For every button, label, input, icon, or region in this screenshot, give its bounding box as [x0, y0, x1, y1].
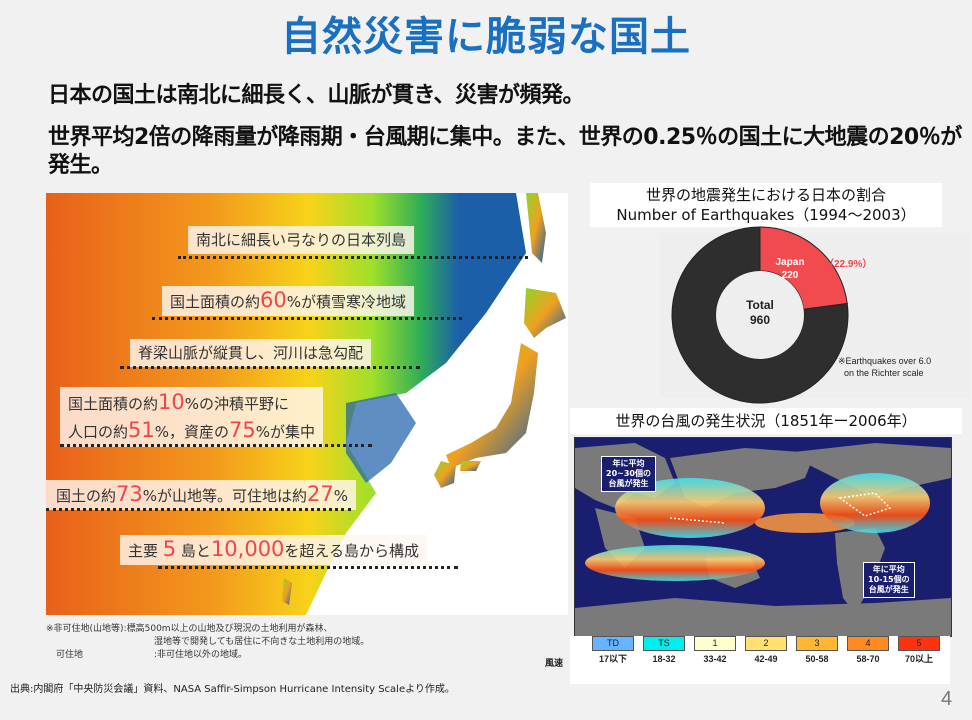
legend-swatch: 2: [745, 636, 787, 651]
footnote-term: ※非可住地(山地等): [46, 624, 124, 634]
total-label: Total 960: [730, 298, 790, 328]
legend-range: 33-42: [703, 654, 727, 664]
footnote-definition: :非可住地以外の地域。: [154, 650, 248, 660]
typhoon-map-graphic: [575, 443, 951, 636]
callout-text: %: [333, 487, 349, 505]
legend-swatch: 3: [796, 636, 838, 651]
callout-text: 国土面積の約: [170, 293, 261, 311]
wind-speed-label: 風速: [545, 659, 564, 669]
legend-swatch: 1: [694, 636, 736, 651]
leader-line: [152, 317, 462, 320]
callout-highlight: 27: [307, 482, 334, 506]
callout-line: 年に平均: [612, 459, 645, 468]
footnote-definition: 湿地等で開発しても居住に不向きな土地利用の地域。: [154, 637, 370, 647]
donut-hole: [716, 271, 804, 359]
callout-highlight: 51: [128, 418, 155, 442]
callout-snow-area: 国土面積の約60%が積雪寒冷地域: [162, 286, 415, 316]
callout-text: を超える島から構成: [284, 542, 419, 560]
japan-value: 220: [781, 270, 799, 281]
callout-highlight: 73: [116, 482, 143, 506]
footnote-term: 可住地: [56, 650, 84, 660]
legend-swatch: TD: [592, 636, 634, 651]
leader-line: [46, 508, 351, 511]
footnote-definition: :標高500m以上の山地及び現況の土地利用が森林、: [123, 624, 333, 634]
legend-item: TD 17以下: [592, 636, 634, 665]
leader-line: [120, 366, 420, 369]
japan-label: Japan: [775, 257, 805, 268]
callout-highlight: 10,000: [210, 537, 285, 561]
typhoon-intensity-legend: TD 17以下 TS 18-32 1 33-42 2 42-49 3 50-58 4 58-70 5 70…: [570, 636, 950, 684]
total-label-text: Total: [746, 298, 774, 312]
note-line: ※Earthquakes over 6.0: [838, 356, 932, 366]
legend-range: 70以上: [904, 654, 933, 664]
callout-text: 国土面積の約: [68, 395, 159, 413]
japan-slice-label: Japan 220: [760, 256, 820, 282]
lead-line-1: 日本の国土は南北に細長く、山脈が貫き、災害が頻発。: [48, 83, 584, 108]
leader-line: [158, 566, 458, 569]
page-number: 4: [941, 688, 953, 710]
callout-highlight: 75: [229, 418, 256, 442]
legend-item: 5 70以上: [898, 636, 940, 665]
callout-line: 10-15個の: [868, 575, 910, 584]
leader-line: [60, 444, 372, 447]
callout-text: 国土の約: [56, 487, 117, 505]
callout-text: %が集中: [255, 423, 316, 441]
earthquake-title-en: Number of Earthquakes（1994～2003）: [616, 206, 916, 224]
typhoon-callout-pacific: 年に平均 20~30個の 台風が発生: [601, 456, 656, 492]
callout-line: 20~30個の: [606, 469, 651, 478]
callout-highlight: 60: [260, 288, 287, 312]
callout-mountain-ratio: 国土の約73%が山地等。可住地は約27%: [46, 480, 357, 510]
note-line: on the Richter scale: [844, 368, 924, 378]
legend-item: 3 50-58: [796, 636, 838, 665]
callout-archipelago: 南北に細長い弓なりの日本列島: [188, 226, 415, 254]
callout-line: 台風が発生: [608, 479, 649, 488]
callout-text: 脊梁山脈が縦貫し、河川は急勾配: [138, 344, 364, 362]
callout-text: 主要: [128, 542, 163, 560]
legend-swatch: 5: [898, 636, 940, 651]
japan-percentage: （22.9%）: [824, 259, 873, 270]
earthquake-chart-title: 世界の地震発生における日本の割合 Number of Earthquakes（1…: [590, 183, 942, 227]
callout-mountains: 脊梁山脈が縦貫し、河川は急勾配: [130, 339, 372, 367]
typhoon-map-title: 世界の台風の発生状況（1851年ー2006年）: [570, 408, 962, 434]
callout-highlight: 5: [162, 537, 177, 561]
callout-text: 南北に細長い弓なりの日本列島: [196, 231, 407, 249]
legend-range: 58-70: [856, 654, 880, 664]
legend-range: 17以下: [598, 654, 627, 664]
legend-range: 42-49: [754, 654, 778, 664]
legend-swatch: TS: [643, 636, 685, 651]
legend-range: 50-58: [805, 654, 829, 664]
typhoon-callout-atlantic: 年に平均 10-15個の 台風が発生: [863, 562, 915, 598]
callout-text: 人口の約: [68, 423, 129, 441]
legend-range: 18-32: [652, 654, 676, 664]
callout-alluvial-plains: 国土面積の約10%の沖積平野に 人口の約51%，資産の75%が集中: [60, 387, 324, 447]
page-title: 自然災害に脆弱な国土: [281, 14, 691, 60]
legend-item: 1 33-42: [694, 636, 736, 665]
lead-line-2: 世界平均2倍の降雨量が降雨期・台風期に集中。また、世界の0.25％の国土に大地震…: [48, 125, 962, 178]
callout-text: %の沖積平野に: [184, 395, 290, 413]
earthquake-title-ja: 世界の地震発生における日本の割合: [645, 186, 886, 204]
earthquake-note: ※Earthquakes over 6.0 on the Richter sca…: [838, 355, 931, 379]
earthquake-donut-chart: [671, 226, 849, 404]
map-footnote: ※非可住地(山地等):標高500m以上の山地及び現況の土地利用が森林、 湿地等で…: [46, 623, 369, 662]
callout-islands: 主要 5 島と10,000を超える島から構成: [120, 535, 427, 565]
legend-item: TS 18-32: [643, 636, 685, 665]
japan-terrain-map: 南北に細長い弓なりの日本列島 国土面積の約60%が積雪寒冷地域 脊梁山脈が縦貫し…: [46, 193, 568, 615]
legend-item: 2 42-49: [745, 636, 787, 665]
source-credit: 出典:内閣府「中央防災会議」資料、NASA Saffir-Simpson Hur…: [10, 684, 455, 695]
callout-text: 島と: [176, 542, 211, 560]
typhoon-track-map: 年に平均 20~30個の 台風が発生 年に平均 10-15個の 台風が発生: [574, 437, 952, 637]
callout-line: 台風が発生: [868, 585, 909, 594]
legend-swatch: 4: [847, 636, 889, 651]
legend-item: 4 58-70: [847, 636, 889, 665]
callout-text: %が積雪寒冷地域: [286, 293, 407, 311]
callout-line: 年に平均: [872, 565, 905, 574]
total-value: 960: [749, 313, 771, 327]
callout-text: %が山地等。可住地は約: [142, 487, 308, 505]
callout-highlight: 10: [158, 390, 185, 414]
callout-text: %，資産の: [154, 423, 230, 441]
leader-line: [178, 256, 528, 259]
